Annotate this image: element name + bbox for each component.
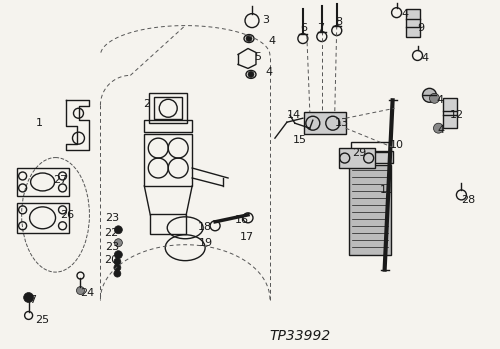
Bar (16, 203, 68, 233)
Bar (406, 9, 419, 37)
Text: 16: 16 (235, 215, 249, 225)
Text: 23: 23 (106, 213, 120, 223)
Text: 12: 12 (450, 110, 464, 120)
Text: 20: 20 (104, 255, 118, 265)
Text: 28: 28 (462, 195, 475, 205)
Text: 9: 9 (418, 23, 424, 32)
Bar (16, 168, 68, 196)
Text: 25: 25 (36, 315, 50, 325)
Circle shape (246, 36, 252, 42)
Text: 4: 4 (265, 67, 272, 77)
Bar (144, 134, 192, 186)
Bar (339, 148, 374, 168)
Text: 17: 17 (240, 232, 254, 242)
Bar (444, 98, 458, 128)
Circle shape (114, 251, 122, 259)
Text: 26: 26 (60, 210, 74, 220)
Text: 8: 8 (335, 17, 342, 27)
Text: 2: 2 (144, 99, 150, 109)
Circle shape (114, 270, 121, 277)
Text: 14: 14 (287, 110, 301, 120)
Text: 18: 18 (198, 222, 212, 232)
Bar (150, 214, 186, 234)
Circle shape (76, 287, 84, 295)
Text: 11: 11 (380, 185, 394, 195)
Circle shape (114, 258, 121, 265)
Text: 27: 27 (54, 175, 68, 185)
Text: 4: 4 (422, 53, 428, 64)
Bar (348, 165, 391, 255)
Circle shape (114, 226, 122, 234)
Circle shape (430, 93, 440, 103)
Text: TP33992: TP33992 (269, 329, 330, 343)
Bar (154, 97, 182, 119)
Text: 19: 19 (199, 238, 214, 248)
Bar (150, 93, 187, 123)
Text: 29: 29 (352, 148, 366, 158)
Bar (144, 120, 192, 132)
Bar (304, 112, 346, 134)
Circle shape (248, 72, 254, 77)
Text: 1: 1 (36, 118, 43, 128)
Text: 4: 4 (402, 9, 408, 18)
Circle shape (114, 264, 121, 271)
Circle shape (422, 88, 436, 102)
Text: 7: 7 (317, 23, 324, 32)
Text: 6: 6 (300, 23, 307, 32)
Text: 4: 4 (268, 36, 275, 46)
Text: 5: 5 (254, 52, 261, 62)
Circle shape (434, 123, 444, 133)
Text: 4: 4 (438, 125, 444, 135)
Text: 4: 4 (436, 95, 444, 105)
Text: 7: 7 (28, 295, 35, 305)
Bar (350, 142, 389, 152)
Circle shape (114, 239, 122, 247)
Bar (346, 151, 393, 163)
Text: 15: 15 (293, 135, 307, 145)
Text: 22: 22 (104, 228, 118, 238)
Circle shape (24, 292, 34, 303)
Text: 10: 10 (390, 140, 404, 150)
Text: 24: 24 (80, 288, 94, 298)
Text: 3: 3 (262, 15, 269, 25)
Text: 23: 23 (106, 242, 120, 252)
Text: 13: 13 (335, 118, 349, 128)
